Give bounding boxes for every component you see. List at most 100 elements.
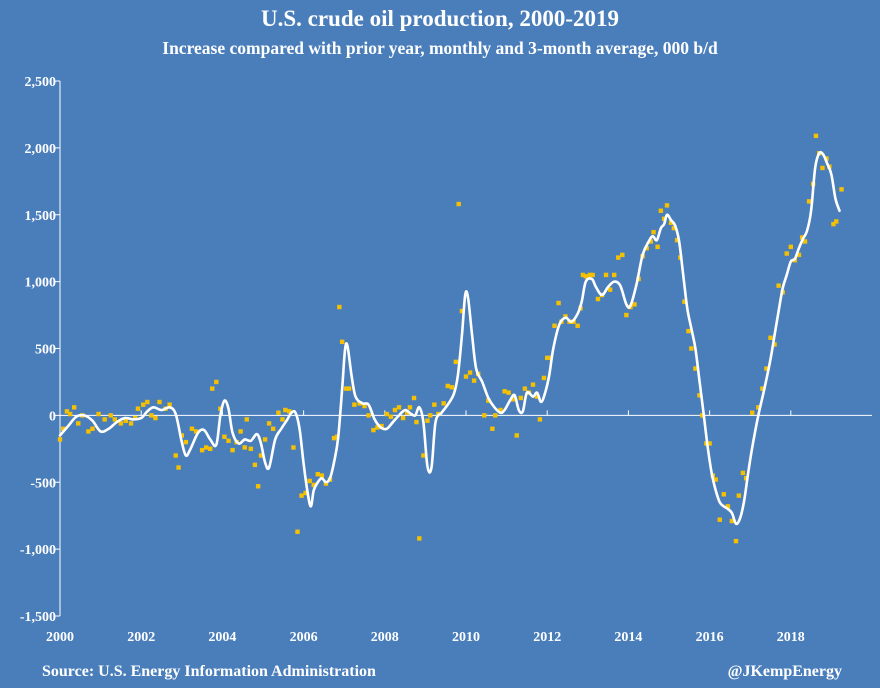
monthly-point [157, 399, 162, 405]
y-tick-group: -1,500 -1,000 -500 0 500 1,000 1,500 2,000 2,500 [20, 75, 60, 625]
monthly-point [453, 359, 459, 365]
monthly-point [375, 425, 380, 430]
monthly-point [417, 536, 422, 541]
monthly-point [575, 323, 580, 328]
author-credit: @JKempEnergy [727, 663, 842, 680]
monthly-point [831, 221, 836, 227]
y-tick-label: -1,500 [20, 610, 56, 625]
monthly-point [96, 411, 101, 417]
monthly-point [707, 441, 712, 446]
monthly-point [813, 133, 819, 139]
monthly-point [72, 405, 77, 410]
monthly-point [686, 328, 691, 334]
x-tick-label: 2018 [777, 630, 805, 645]
monthly-point [624, 312, 629, 318]
monthly-point [266, 421, 272, 426]
monthly-point [796, 252, 802, 258]
monthly-point [323, 481, 329, 486]
y-tick-label: -1,000 [20, 543, 56, 558]
monthly-point [717, 517, 722, 522]
monthly-point [788, 244, 793, 250]
monthly-point [230, 447, 235, 453]
y-tick-label: 1,500 [25, 209, 57, 224]
monthly-point [674, 237, 680, 243]
monthly-point [176, 465, 181, 470]
monthly-point [280, 417, 285, 422]
monthly-point [651, 229, 656, 235]
x-tick-label: 2014 [614, 630, 642, 645]
monthly-point [644, 245, 649, 251]
monthly-point [514, 433, 519, 438]
monthly-point [244, 417, 249, 422]
monthly-point [449, 385, 454, 390]
monthly-point [291, 445, 296, 450]
monthly-point [193, 429, 199, 434]
monthly-point [311, 482, 316, 488]
monthly-point [258, 453, 264, 458]
monthly-point [784, 251, 789, 256]
monthly-point [392, 407, 398, 413]
monthly-point [238, 429, 243, 434]
monthly-point [203, 445, 209, 450]
monthly-point [510, 397, 515, 402]
monthly-point [467, 370, 473, 375]
monthly-point [607, 287, 613, 292]
monthly-point [799, 235, 805, 240]
monthly-point [658, 208, 664, 213]
monthly-point [90, 426, 95, 431]
plot-area: -1,500 -1,000 -500 0 500 1,000 1,500 2,000 2,500… [20, 75, 872, 645]
monthly-point [760, 386, 765, 391]
monthly-point [736, 493, 742, 498]
monthly-point [414, 419, 419, 425]
monthly-scatter-series [57, 133, 844, 544]
monthly-point [603, 272, 609, 278]
monthly-point [218, 406, 223, 411]
monthly-point [725, 504, 731, 509]
monthly-point [248, 446, 254, 452]
monthly-point [167, 402, 172, 407]
monthly-point [664, 203, 670, 208]
monthly-point [537, 417, 543, 422]
monthly-point [545, 355, 550, 361]
x-tick-group: 2000 2002 2004 2006 2008 2010 2012 2014 2016 2018 [46, 410, 805, 645]
monthly-point [428, 413, 433, 418]
monthly-point [721, 492, 727, 497]
monthly-point [210, 386, 215, 391]
monthly-point [463, 374, 469, 379]
monthly-point [346, 386, 352, 391]
monthly-point [303, 490, 308, 496]
monthly-point [534, 394, 540, 399]
y-tick-label: -500 [30, 476, 56, 491]
monthly-point [61, 426, 66, 431]
three-month-average-series [58, 150, 841, 526]
monthly-point [713, 477, 718, 482]
monthly-point [404, 410, 410, 415]
monthly-point [153, 415, 158, 421]
monthly-point [384, 411, 390, 417]
x-tick-label: 2006 [290, 630, 318, 645]
chart-title: U.S. crude oil production, 2000-2019 [260, 6, 620, 31]
monthly-point [421, 453, 426, 458]
monthly-point [67, 411, 73, 417]
monthly-point [57, 437, 63, 442]
monthly-point [299, 493, 304, 498]
monthly-point [295, 529, 300, 534]
monthly-point [262, 437, 268, 442]
x-tick-label: 2000 [46, 630, 74, 645]
monthly-point [620, 252, 625, 258]
monthly-point [764, 366, 769, 371]
monthly-point [199, 447, 205, 453]
monthly-point [102, 417, 107, 422]
monthly-point [145, 399, 150, 405]
monthly-point [590, 272, 595, 278]
y-tick-label: 500 [35, 343, 56, 358]
monthly-point [189, 426, 195, 431]
monthly-point [64, 409, 70, 414]
monthly-point [242, 445, 247, 450]
monthly-point [183, 439, 189, 445]
monthly-point [352, 402, 357, 407]
monthly-point [128, 421, 134, 426]
x-tick-label: 2010 [452, 630, 480, 645]
monthly-point [208, 446, 213, 452]
monthly-point [583, 274, 588, 279]
